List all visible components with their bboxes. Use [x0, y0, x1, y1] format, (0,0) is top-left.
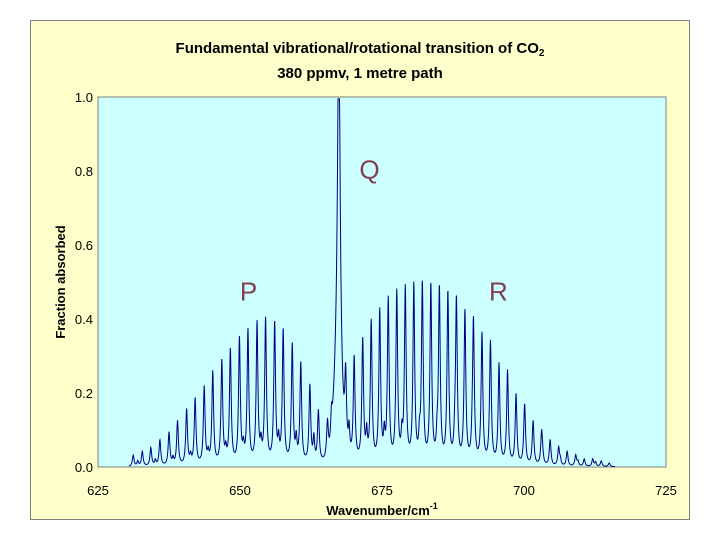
y-tick-label: 0.6	[75, 238, 93, 253]
y-axis-label: Fraction absorbed	[53, 225, 68, 338]
x-tick-label: 700	[513, 483, 535, 498]
y-tick-label: 0.8	[75, 164, 93, 179]
y-tick-label: 1.0	[75, 90, 93, 105]
x-tick-label: 725	[655, 483, 677, 498]
band-label-p: P	[240, 277, 257, 307]
chart-subtitle: 380 ppmv, 1 metre path	[277, 65, 443, 82]
y-tick-label: 0.0	[75, 460, 93, 475]
band-labels: P Q R	[240, 154, 508, 306]
x-tick-label: 675	[371, 483, 393, 498]
band-label-r: R	[489, 277, 508, 307]
absorption-spectrum-line	[128, 98, 616, 468]
x-tick-label: 650	[229, 483, 251, 498]
chart-title: Fundamental vibrational/rotational trans…	[176, 40, 545, 59]
band-label-q: Q	[359, 154, 379, 184]
y-tick-label: 0.4	[75, 312, 93, 327]
plot-area	[97, 96, 667, 468]
y-tick-labels: 0.0 0.2 0.4 0.6 0.8 1.0	[75, 90, 93, 475]
x-axis-label: Wavenumber/cm-1	[326, 501, 438, 518]
x-tick-label: 625	[87, 483, 109, 498]
x-tick-labels: 625 650 675 700 725	[87, 483, 677, 498]
y-tick-label: 0.2	[75, 386, 93, 401]
